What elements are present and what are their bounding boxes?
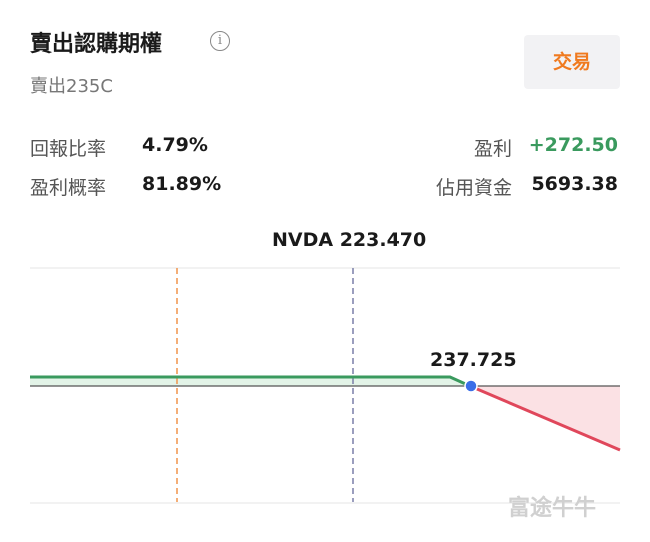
price-label: NVDA 223.470 bbox=[272, 229, 427, 251]
loss-line bbox=[469, 384, 621, 452]
stat-value: +272.50 bbox=[528, 134, 618, 156]
stat-value: 5693.38 bbox=[531, 173, 618, 195]
profit-area bbox=[30, 377, 470, 386]
breakeven-dot bbox=[464, 379, 478, 393]
subtitle: 賣出235C bbox=[30, 76, 113, 97]
stat-label: 盈利概率 bbox=[30, 177, 107, 199]
stat-label: 佔用資金 bbox=[435, 177, 512, 199]
stat-label: 盈利 bbox=[473, 138, 512, 160]
stat-value: 81.89% bbox=[142, 173, 222, 195]
profit-line bbox=[30, 375, 471, 388]
stat-label: 回報比率 bbox=[30, 138, 107, 160]
stat-value: 4.79% bbox=[142, 134, 208, 156]
breakeven-label: 237.725 bbox=[430, 349, 517, 371]
watermark: 富途牛牛 bbox=[508, 496, 597, 521]
info-icon[interactable]: i bbox=[210, 31, 230, 51]
trade-button[interactable]: 交易 bbox=[524, 35, 620, 89]
title: 賣出認購期權 bbox=[30, 32, 163, 57]
